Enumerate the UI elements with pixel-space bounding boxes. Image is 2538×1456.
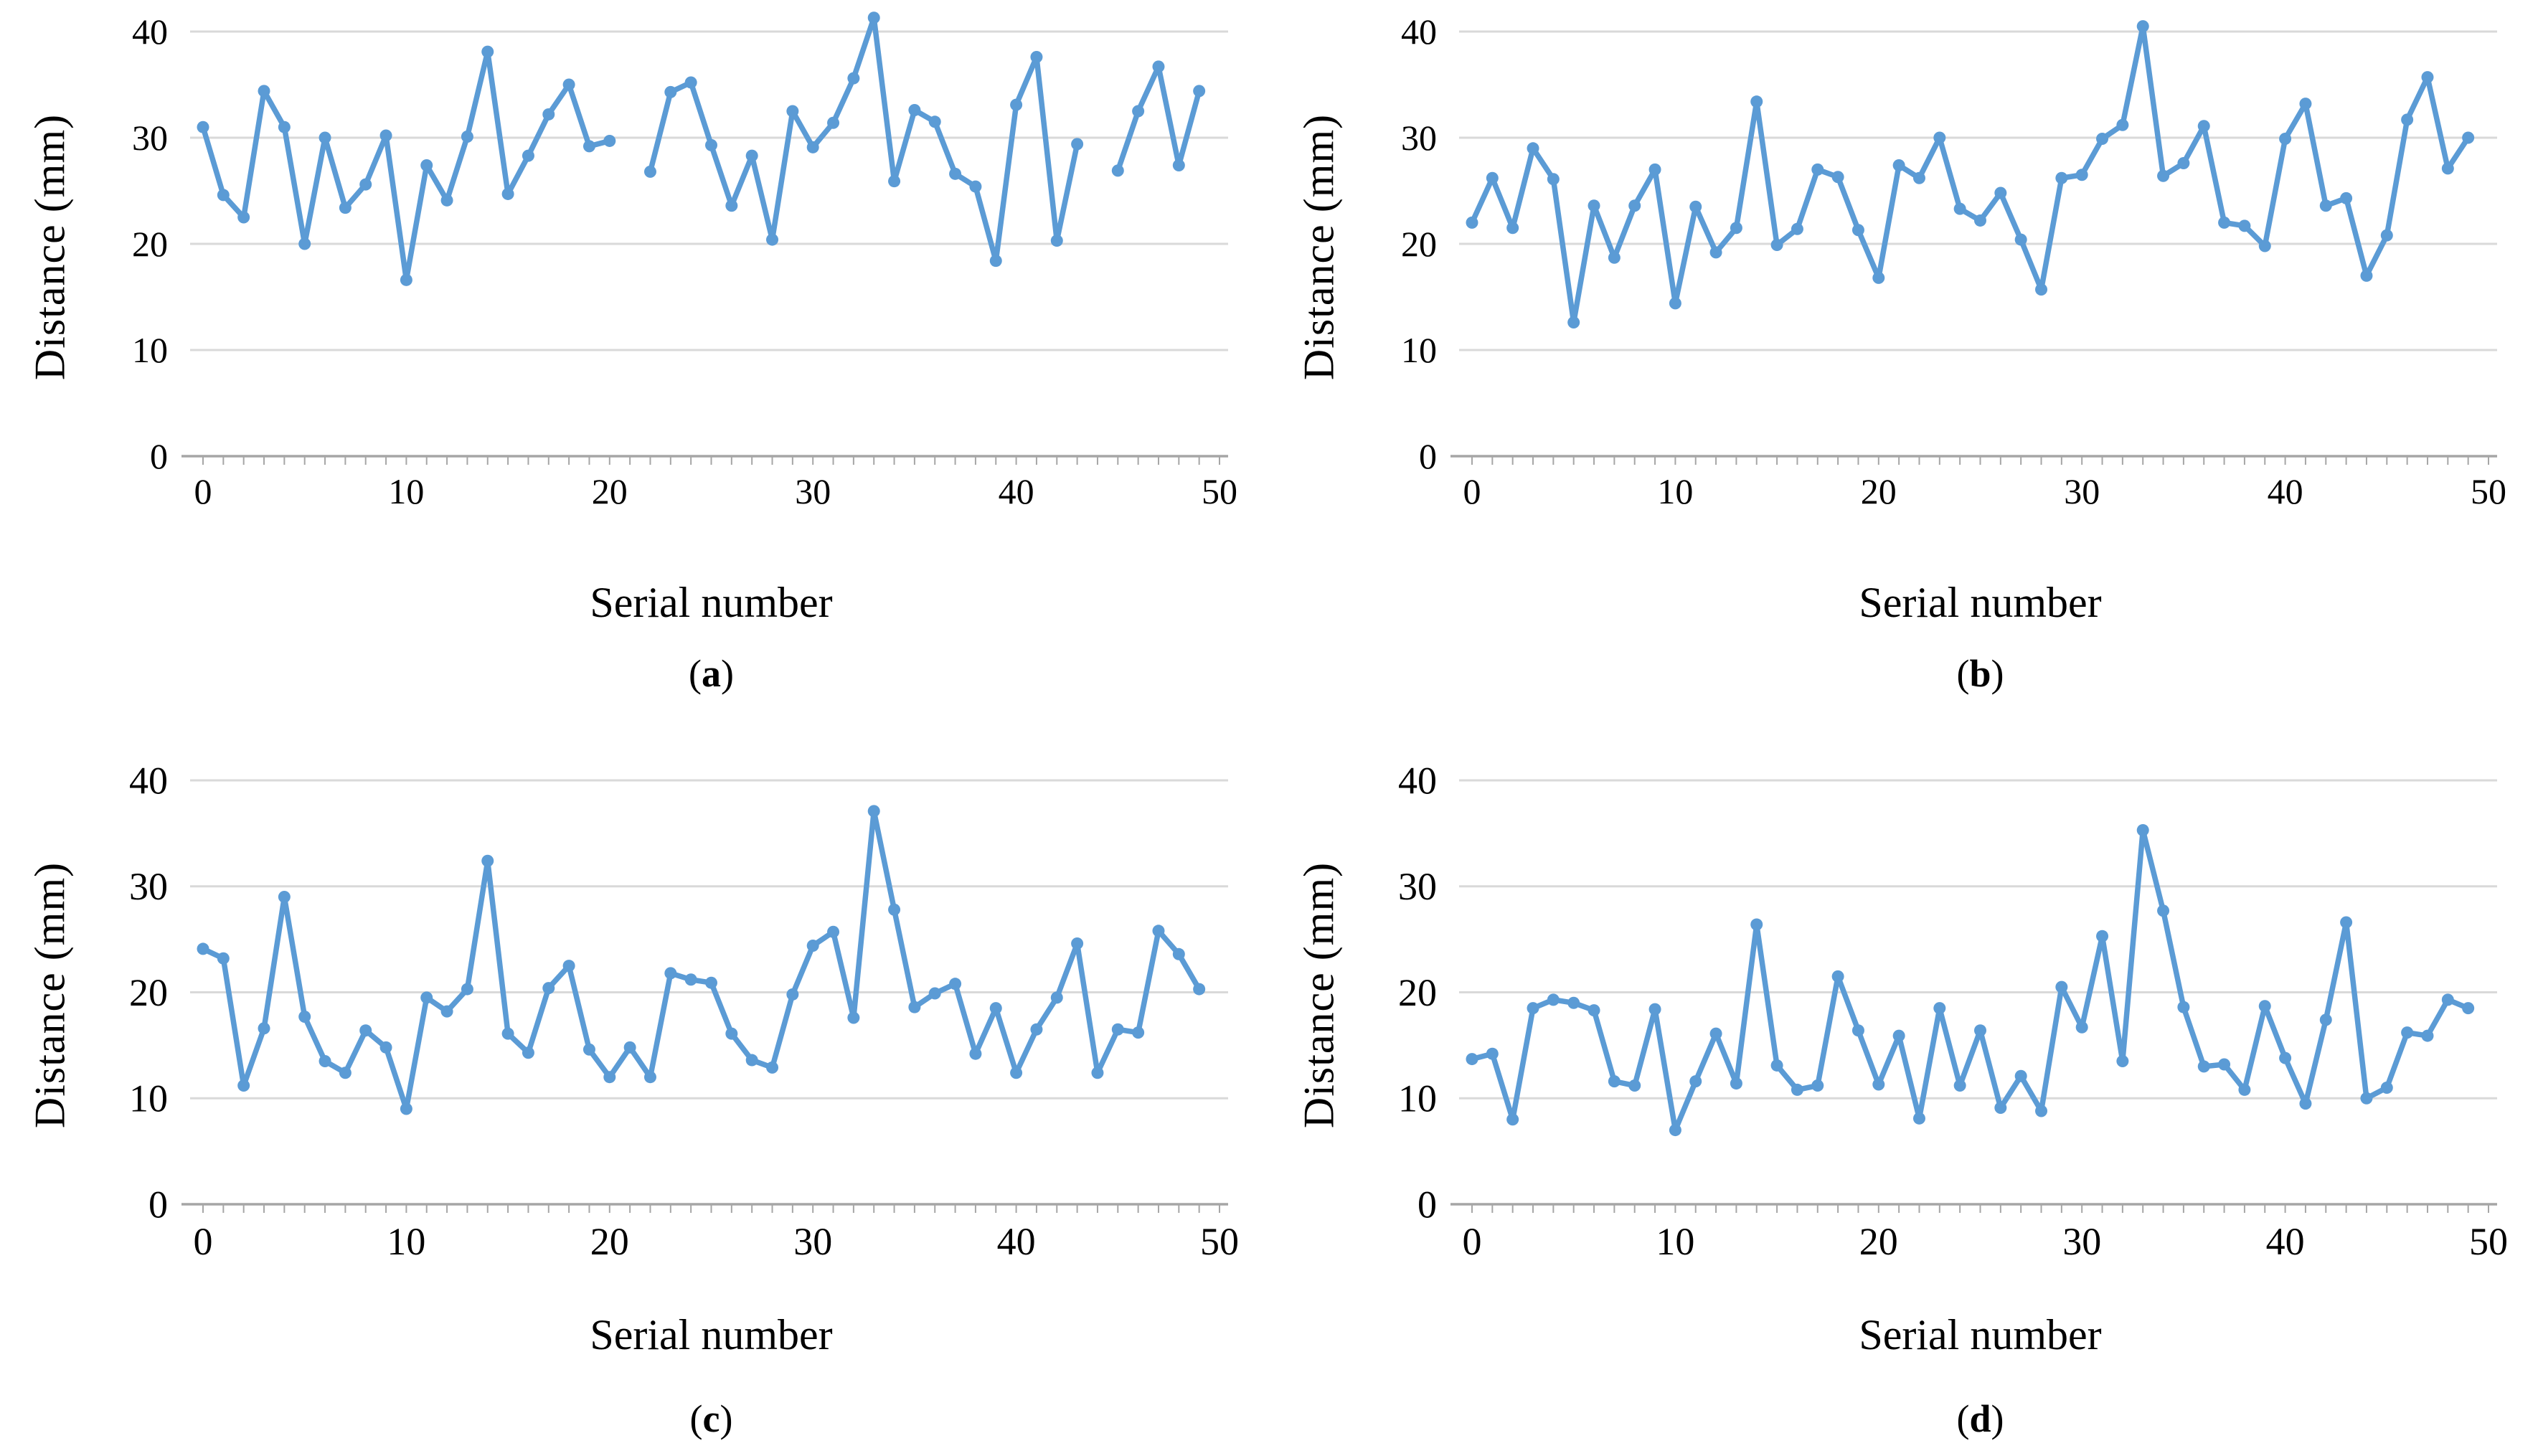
svg-text:40: 40 [1401, 11, 1437, 52]
svg-text:30: 30 [1401, 118, 1437, 158]
svg-text:40: 40 [129, 759, 168, 802]
svg-text:10: 10 [1401, 330, 1437, 370]
chart-panel-b: Distance (mm) 0 10 20 30 40 0 10 20 30 40 50 Seria… [1269, 0, 2538, 728]
svg-text:0: 0 [1417, 1183, 1437, 1226]
panel-caption-c: (c) [689, 1397, 733, 1440]
line-chart-a: 0 10 20 30 40 0 10 20 30 40 50 [132, 11, 1237, 511]
svg-text:0: 0 [1463, 1220, 1482, 1263]
svg-text:30: 30 [795, 471, 831, 511]
svg-text:20: 20 [1859, 1220, 1898, 1263]
svg-text:20: 20 [132, 224, 168, 264]
svg-text:20: 20 [1398, 971, 1437, 1014]
svg-text:50: 50 [1200, 1220, 1239, 1263]
svg-text:10: 10 [388, 471, 424, 511]
svg-text:20: 20 [1401, 224, 1437, 264]
x-axis-title-c: Serial number [590, 1311, 833, 1358]
svg-text:0: 0 [194, 471, 212, 511]
panel-caption-d: (d) [1956, 1397, 2004, 1440]
svg-text:40: 40 [2268, 471, 2303, 511]
svg-text:50: 50 [1202, 471, 1237, 511]
line-chart-c: 0 10 20 30 40 0 10 20 30 40 50 [129, 759, 1239, 1263]
svg-text:10: 10 [132, 330, 168, 370]
svg-text:30: 30 [132, 118, 168, 158]
svg-text:30: 30 [129, 865, 168, 908]
svg-text:10: 10 [1656, 1220, 1694, 1263]
svg-text:50: 50 [2469, 1220, 2508, 1263]
svg-text:0: 0 [150, 436, 168, 476]
svg-text:40: 40 [999, 471, 1034, 511]
svg-text:30: 30 [1398, 865, 1437, 908]
svg-text:40: 40 [132, 11, 168, 52]
svg-text:20: 20 [590, 1220, 629, 1263]
svg-text:0: 0 [1463, 471, 1481, 511]
svg-text:10: 10 [387, 1220, 425, 1263]
svg-text:10: 10 [1398, 1077, 1437, 1120]
svg-text:20: 20 [129, 971, 168, 1014]
line-chart-d: 0 10 20 30 40 0 10 20 30 40 50 [1398, 759, 2508, 1263]
svg-text:30: 30 [2062, 1220, 2101, 1263]
svg-text:0: 0 [148, 1183, 168, 1226]
svg-text:30: 30 [2064, 471, 2100, 511]
svg-text:10: 10 [129, 1077, 168, 1120]
x-axis-title-b: Serial number [1859, 579, 2102, 626]
svg-text:30: 30 [793, 1220, 832, 1263]
svg-text:40: 40 [1398, 759, 1437, 802]
svg-text:0: 0 [194, 1220, 213, 1263]
chart-panel-c: Distance (mm) 0 10 20 30 40 0 10 20 30 40 50 Seria… [0, 728, 1269, 1456]
svg-text:10: 10 [1657, 471, 1693, 511]
chart-panel-d: Distance (mm) 0 10 20 30 40 0 10 20 30 40 50 Seria… [1269, 728, 2538, 1456]
panel-caption-b: (b) [1956, 652, 2004, 695]
x-axis-title-a: Serial number [590, 579, 833, 626]
panel-caption-a: (a) [689, 652, 734, 695]
svg-text:0: 0 [1419, 436, 1437, 476]
line-chart-b: 0 10 20 30 40 0 10 20 30 40 50 [1401, 11, 2506, 511]
svg-text:40: 40 [997, 1220, 1036, 1263]
chart-panel-a: Distance (mm) 0 10 20 30 40 0 10 20 30 40 50 Seria… [0, 0, 1269, 728]
x-axis-title-d: Serial number [1859, 1311, 2102, 1358]
svg-text:40: 40 [2266, 1220, 2305, 1263]
svg-text:20: 20 [592, 471, 628, 511]
svg-text:50: 50 [2471, 471, 2506, 511]
svg-text:20: 20 [1861, 471, 1897, 511]
